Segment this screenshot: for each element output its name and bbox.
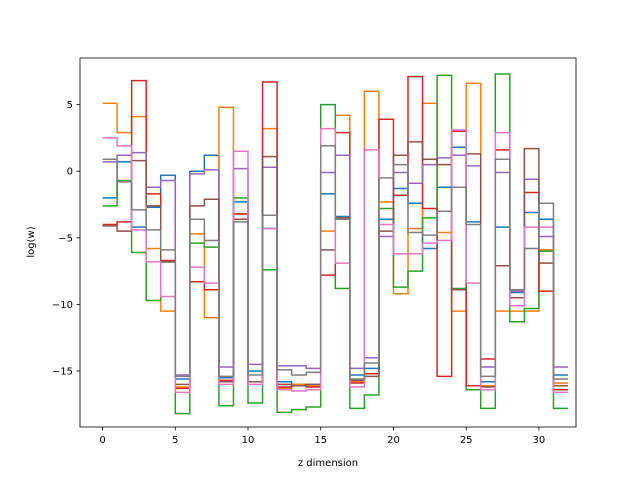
x-tick-label: 10 [242, 435, 255, 446]
x-axis-label: z dimension [298, 458, 358, 469]
plot-frame [79, 57, 577, 428]
series-layer [102, 73, 568, 415]
y-tick-label: −15 [52, 367, 73, 378]
x-tick-label: 5 [172, 435, 178, 446]
y-tick-label: 0 [67, 167, 73, 178]
x-tick-label: 20 [387, 435, 400, 446]
x-tick-label: 30 [533, 435, 546, 446]
plot-background [80, 58, 576, 427]
x-tick-label: 25 [460, 435, 473, 446]
y-axis-label: log(w) [26, 226, 37, 257]
x-axis: 0 5 10 15 20 25 30 [99, 427, 545, 446]
y-tick-label: −10 [52, 300, 73, 311]
y-axis: −15 −10 −5 0 5 [52, 100, 80, 378]
series-line-8 [102, 145, 568, 380]
x-tick-label: 0 [99, 435, 105, 446]
y-tick-label: 5 [67, 100, 73, 111]
x-tick-label: 15 [314, 435, 327, 446]
y-tick-label: −5 [58, 233, 73, 244]
series-line-2 [102, 82, 568, 390]
